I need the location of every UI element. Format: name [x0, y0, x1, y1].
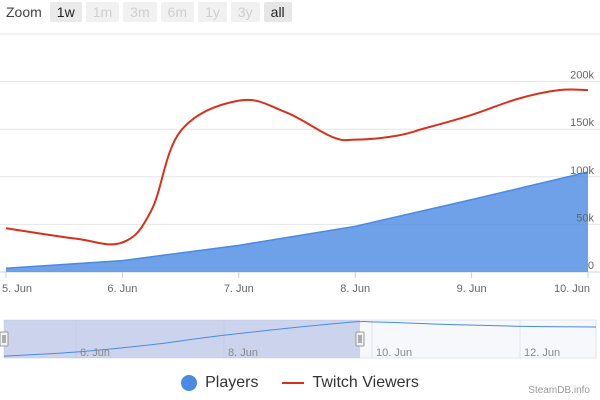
x-tick-label: 10. Jun — [554, 283, 590, 295]
credit: SteamDB.info — [528, 385, 590, 396]
legend-item-twitch-viewers[interactable]: Twitch Viewers — [282, 374, 419, 392]
y-tick-label: 50k — [576, 212, 594, 224]
y-tick-label: 200k — [570, 70, 594, 82]
y-tick-label: 0 — [588, 260, 594, 272]
legend: Players Twitch Viewers — [0, 374, 600, 392]
navigator-tick-label: 8. Jun — [228, 347, 258, 359]
plot-area — [5, 88, 589, 272]
zoom-buttons: 1w 1m 3m 6m 1y 3y all — [49, 2, 292, 22]
x-tick-label: 7. Jun — [224, 283, 254, 295]
y-tick-label: 100k — [570, 165, 594, 177]
zoom-button-all[interactable]: all — [263, 2, 292, 22]
legend-item-players[interactable]: Players — [181, 374, 258, 392]
navigator-handle-left[interactable] — [0, 331, 9, 347]
x-tick-label: 6. Jun — [107, 283, 137, 295]
zoom-button-1w[interactable]: 1w — [49, 2, 82, 22]
navigator-series-line — [3, 320, 597, 357]
chart: 0 50k 100k 150k 200k 5. Jun 6. Jun 7. Jun 8. Ju… — [0, 33, 600, 359]
x-axis-labels: 5. Jun 6. Jun 7. Jun 8. Jun 9. Jun 10. Jun — [2, 283, 590, 295]
legend-label: Players — [205, 374, 259, 391]
navigator: 6. Jun 8. Jun 10. Jun 12. Jun — [0, 319, 597, 359]
legend-line-marker — [282, 382, 305, 384]
navigator-handle-right[interactable] — [355, 331, 365, 347]
zoom-bar: Zoom 1w 1m 3m 6m 1y 3y all — [6, 2, 292, 22]
y-tick-label: 150k — [570, 117, 594, 129]
zoom-button-1m[interactable]: 1m — [85, 2, 120, 22]
navigator-selection[interactable] — [4, 320, 360, 358]
series-players-area — [6, 172, 588, 272]
zoom-button-3m[interactable]: 3m — [123, 2, 157, 22]
x-tick-label: 5. Jun — [2, 283, 32, 295]
legend-label: Twitch Viewers — [312, 374, 419, 391]
zoom-button-3y[interactable]: 3y — [230, 2, 260, 22]
series-players-line — [5, 171, 589, 269]
navigator-tick-label: 12. Jun — [524, 347, 560, 359]
zoom-button-1y[interactable]: 1y — [198, 2, 227, 22]
navigator-tick-label: 6. Jun — [80, 347, 110, 359]
x-tick-label: 9. Jun — [457, 283, 487, 295]
legend-circle-marker — [181, 375, 198, 391]
zoom-label: Zoom — [6, 4, 42, 20]
y-axis-labels: 0 50k 100k 150k 200k — [570, 70, 594, 272]
navigator-tick-label: 10. Jun — [376, 347, 412, 359]
zoom-button-6m[interactable]: 6m — [160, 2, 195, 22]
x-tick-label: 8. Jun — [340, 283, 370, 295]
series-twitch-viewers-line — [5, 88, 589, 246]
